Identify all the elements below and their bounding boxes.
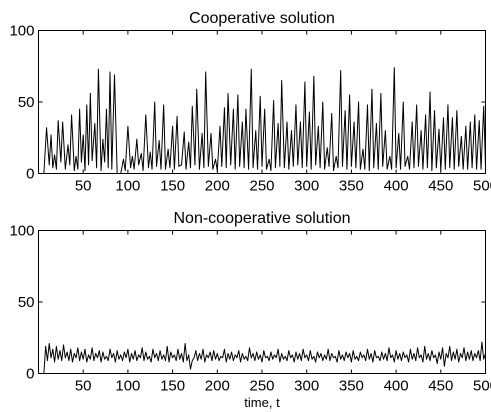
x-tick-label: 450	[428, 378, 453, 395]
y-tick-label: 100	[9, 23, 34, 40]
x-tick-label: 450	[428, 178, 453, 195]
y-tick-label: 100	[9, 223, 34, 240]
x-tick-label: 50	[75, 378, 92, 395]
x-tick-label: 400	[384, 178, 409, 195]
panel-cooperative: Cooperative solution 50 100 150 200 250 300 35…	[9, 10, 491, 195]
plot-frame	[38, 230, 486, 374]
x-tick-label: 50	[75, 178, 92, 195]
x-tick-label: 150	[160, 178, 185, 195]
y-tick-label: 0	[26, 366, 34, 383]
x-tick-label: 100	[115, 378, 140, 395]
x-tick-label: 100	[115, 178, 140, 195]
x-tick-label: 500	[473, 178, 491, 195]
x-tick-label: 400	[384, 378, 409, 395]
panel-title: Non-cooperative solution	[174, 210, 351, 227]
panel-non-cooperative: Non-cooperative solution 50 100 150 200 250 3…	[9, 210, 491, 410]
x-tick-label: 150	[160, 378, 185, 395]
x-tick-label: 350	[339, 378, 364, 395]
x-tick-label: 200	[205, 178, 230, 195]
y-tick-label: 50	[18, 94, 35, 111]
x-tick-label: 250	[249, 178, 274, 195]
panel-title: Cooperative solution	[189, 10, 335, 27]
plot-frame	[38, 30, 486, 174]
series-layer	[38, 341, 486, 374]
y-tick-label: 0	[26, 166, 34, 183]
x-tick-label: 200	[205, 378, 230, 395]
x-tick-label: 350	[339, 178, 364, 195]
x-tick-label: 500	[473, 378, 491, 395]
tick-layer: 50 100 150 200 250 300 350 400 450 500 0 50 100	[9, 223, 491, 395]
y-tick-label: 50	[18, 294, 35, 311]
tick-layer: 50 100 150 200 250 300 350 400 450 500 0 50 100	[9, 23, 491, 195]
x-axis-label: time, t	[244, 395, 280, 410]
x-tick-label: 250	[249, 378, 274, 395]
x-tick-label: 300	[294, 178, 319, 195]
series-line-0	[38, 341, 486, 374]
series-line-0	[38, 67, 486, 174]
series-layer	[38, 67, 486, 174]
x-tick-label: 300	[294, 378, 319, 395]
